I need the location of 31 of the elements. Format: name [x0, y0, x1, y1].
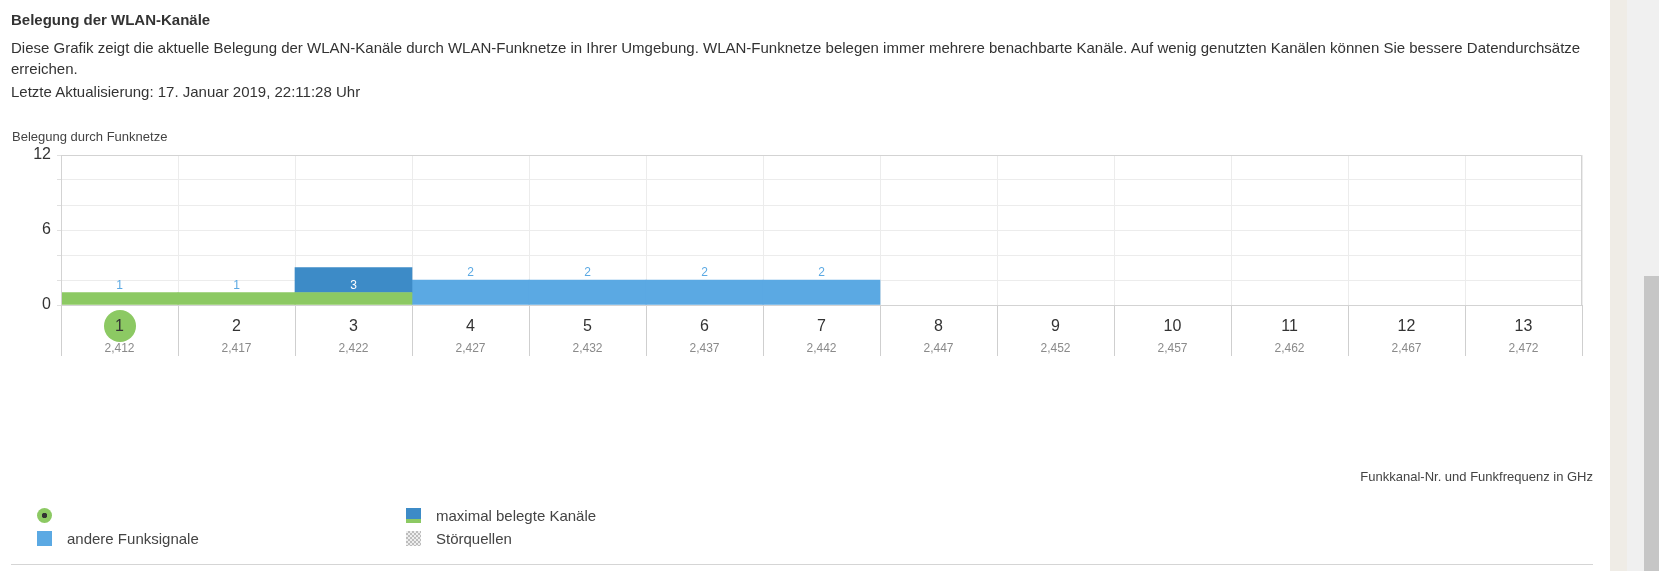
x-tick-label: 13 2,472 [1508, 317, 1539, 356]
total-label: 3 [350, 277, 358, 292]
x-tick-label: 4 2,427 [455, 317, 486, 356]
x-tick-label: 2 2,417 [221, 317, 252, 356]
x-tick-label: 12 2,467 [1391, 317, 1422, 356]
y-tick-label: 12 [33, 145, 52, 163]
legend-label: maximal belegte Kanäle [436, 506, 597, 524]
total-label: 2 [701, 265, 709, 280]
text: Letzte Aktualisierung: 17. Januar 2019, 22:11:28 Uhr [11, 83, 361, 100]
total-label: 2 [818, 265, 826, 280]
total-label: 2 [467, 265, 475, 280]
x-tick-label: 11 2,462 [1274, 317, 1305, 356]
total-label: 1 [233, 277, 241, 292]
legend-label: Störquellen [436, 529, 512, 547]
x-tick-label: 6 2,437 [689, 317, 720, 356]
y-tick-label: 6 [42, 220, 52, 238]
y-tick-label: 0 [42, 295, 52, 313]
total-label: 1 [116, 277, 124, 292]
x-tick-label: 7 2,442 [806, 317, 837, 356]
chart-title: Belegung der WLAN-Kanäle [11, 11, 211, 28]
x-tick-label: 5 2,432 [572, 317, 603, 356]
legend-label: andere Funksignale [67, 529, 199, 547]
x-tick-label: 8 2,447 [923, 317, 954, 356]
y-axis-title: Belegung durch Funknetze [12, 128, 168, 144]
total-label: 2 [584, 265, 592, 280]
x-tick-label: 10 2,457 [1157, 317, 1188, 356]
x-tick-label: 9 2,452 [1040, 317, 1071, 356]
text: Funkkanal-Nr. und Funkfrequenz in GHz [1360, 469, 1593, 484]
x-tick-label: 1 2,412 [104, 317, 135, 356]
x-tick-label: 3 2,422 [338, 317, 369, 356]
chart-subtitle: Diese Grafik zeigt die aktuelle Belegung der WLAN-Kanäle durch WLAN-Funknetze in Ihrer Umgebung. WLAN-Funknetze belegen immer mehrere benachbarte Kanäle. Auf wenig genutzten Kanälen können Sie bessere Datendurchsätze erreichen. [11, 38, 1582, 79]
